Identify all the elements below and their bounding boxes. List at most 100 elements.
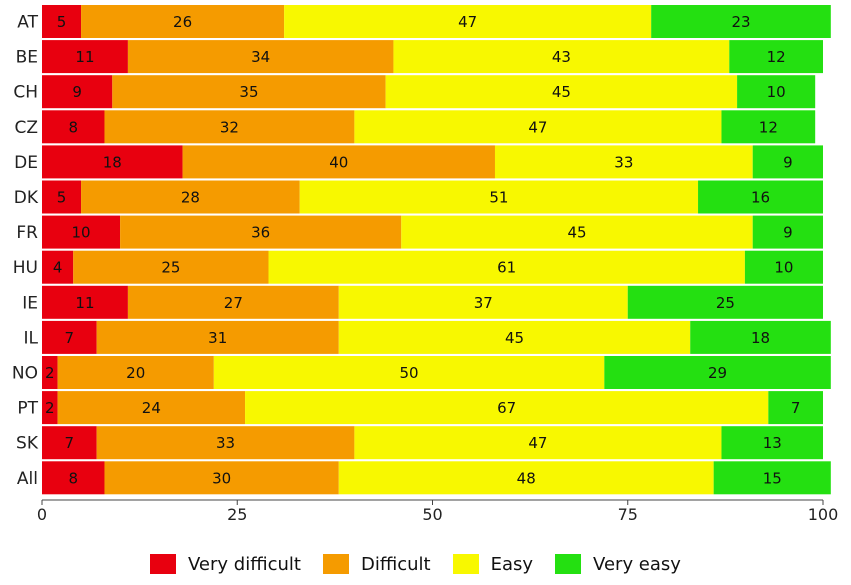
bar-ch-difficult: [112, 75, 386, 109]
bar-pt-difficult: [57, 391, 246, 425]
data-label-hu-very-difficult: 4: [53, 259, 63, 277]
data-label-de-difficult: 40: [329, 153, 348, 171]
bar-il-difficult: [96, 320, 339, 354]
data-label-cz-easy: 47: [528, 118, 547, 136]
bar-il-very-difficult: [42, 320, 97, 354]
bar-pt-very-difficult: [42, 391, 58, 425]
x-tick-label-75: 75: [618, 505, 638, 524]
category-label-fr: FR: [16, 223, 38, 243]
category-label-pt: PT: [17, 399, 38, 419]
category-label-cz: CZ: [14, 118, 38, 138]
data-label-dk-very-difficult: 5: [57, 189, 67, 207]
bar-sk-difficult: [96, 426, 355, 460]
data-label-de-easy: 33: [614, 153, 633, 171]
data-label-pt-very-easy: 7: [791, 399, 801, 417]
bar-no-very-easy: [604, 356, 831, 389]
bar-all-easy: [338, 461, 714, 495]
data-label-il-easy: 45: [505, 329, 524, 347]
data-label-no-easy: 50: [400, 364, 419, 382]
bar-ch-easy: [385, 75, 738, 109]
data-label-be-very-difficult: 11: [75, 48, 94, 66]
data-label-sk-very-difficult: 7: [65, 434, 75, 452]
x-tick-label-25: 25: [227, 505, 247, 524]
category-label-sk: SK: [16, 434, 39, 454]
bar-no-difficult: [57, 356, 214, 389]
data-label-de-very-easy: 9: [783, 153, 793, 171]
bar-ie-easy: [338, 285, 628, 319]
data-label-no-difficult: 20: [126, 364, 145, 382]
x-tick-label-0: 0: [37, 505, 47, 524]
bar-at-easy: [284, 5, 652, 38]
legend-label-very-difficult: Very difficult: [188, 553, 301, 575]
data-label-at-easy: 47: [458, 13, 477, 31]
category-label-be: BE: [16, 48, 38, 68]
bar-dk-very-difficult: [42, 180, 82, 214]
data-label-il-difficult: 31: [208, 329, 227, 347]
data-label-fr-very-easy: 9: [783, 224, 793, 242]
data-label-at-difficult: 26: [173, 13, 192, 31]
bar-de-very-difficult: [42, 145, 183, 179]
x-tick-label-50: 50: [422, 505, 442, 524]
bar-pt-easy: [245, 391, 769, 425]
legend-item-very-difficult: Very difficult: [150, 554, 301, 575]
bar-de-difficult: [182, 145, 495, 179]
bar-dk-very-easy: [698, 180, 823, 214]
data-label-all-very-easy: 15: [763, 469, 782, 487]
data-label-sk-difficult: 33: [216, 434, 235, 452]
legend-swatch-difficult: [322, 554, 349, 574]
data-label-be-very-easy: 12: [767, 48, 786, 66]
data-label-fr-very-difficult: 10: [72, 224, 91, 242]
category-label-all: All: [17, 469, 38, 489]
category-label-no: NO: [12, 364, 38, 384]
legend-label-difficult: Difficult: [360, 553, 431, 575]
data-label-cz-difficult: 32: [220, 118, 239, 136]
bar-hu-easy: [268, 250, 745, 284]
bar-at-difficult: [81, 5, 285, 38]
bar-ch-very-easy: [737, 75, 816, 109]
x-tick-label-100: 100: [808, 505, 839, 524]
data-label-ie-very-difficult: 11: [75, 294, 94, 312]
bar-ie-very-difficult: [42, 285, 128, 319]
bar-all-very-difficult: [42, 461, 105, 495]
data-label-dk-easy: 51: [489, 189, 508, 207]
category-label-ch: CH: [13, 83, 38, 103]
bar-hu-very-difficult: [42, 250, 74, 284]
bar-no-very-difficult: [42, 356, 58, 389]
data-label-hu-very-easy: 10: [774, 259, 793, 277]
data-label-il-very-easy: 18: [751, 329, 770, 347]
data-label-fr-easy: 45: [567, 224, 586, 242]
data-label-be-easy: 43: [552, 48, 571, 66]
data-label-no-very-easy: 29: [708, 364, 727, 382]
legend-swatch-very-easy: [555, 554, 582, 574]
bar-cz-difficult: [104, 110, 355, 144]
data-label-all-easy: 48: [517, 469, 536, 487]
legend-swatch-easy: [452, 554, 479, 574]
bar-be-easy: [393, 40, 730, 74]
data-label-at-very-difficult: 5: [57, 13, 67, 31]
legend-item-easy: Easy: [452, 554, 533, 575]
bar-all-difficult: [104, 461, 339, 495]
data-label-pt-easy: 67: [497, 399, 516, 417]
legend-item-difficult: Difficult: [322, 553, 431, 575]
data-label-all-difficult: 30: [212, 469, 231, 487]
category-label-hu: HU: [13, 258, 38, 278]
legend: Very difficult Difficult Easy Very easy: [150, 550, 703, 578]
data-label-be-difficult: 34: [251, 48, 270, 66]
bar-sk-very-difficult: [42, 426, 97, 460]
bar-hu-difficult: [73, 250, 269, 284]
bar-all-very-easy: [713, 461, 831, 495]
data-label-cz-very-easy: 12: [759, 118, 778, 136]
data-label-de-very-difficult: 18: [103, 153, 122, 171]
bar-ie-difficult: [127, 285, 339, 319]
data-label-sk-easy: 47: [528, 434, 547, 452]
bar-sk-easy: [354, 426, 722, 460]
data-label-hu-easy: 61: [497, 259, 516, 277]
legend-label-very-easy: Very easy: [593, 553, 681, 575]
category-label-il: IL: [24, 328, 39, 348]
bar-no-easy: [213, 356, 605, 389]
x-axis: 0 25 50 75 100: [37, 499, 839, 524]
data-label-pt-difficult: 24: [142, 399, 161, 417]
bar-be-difficult: [127, 40, 394, 74]
